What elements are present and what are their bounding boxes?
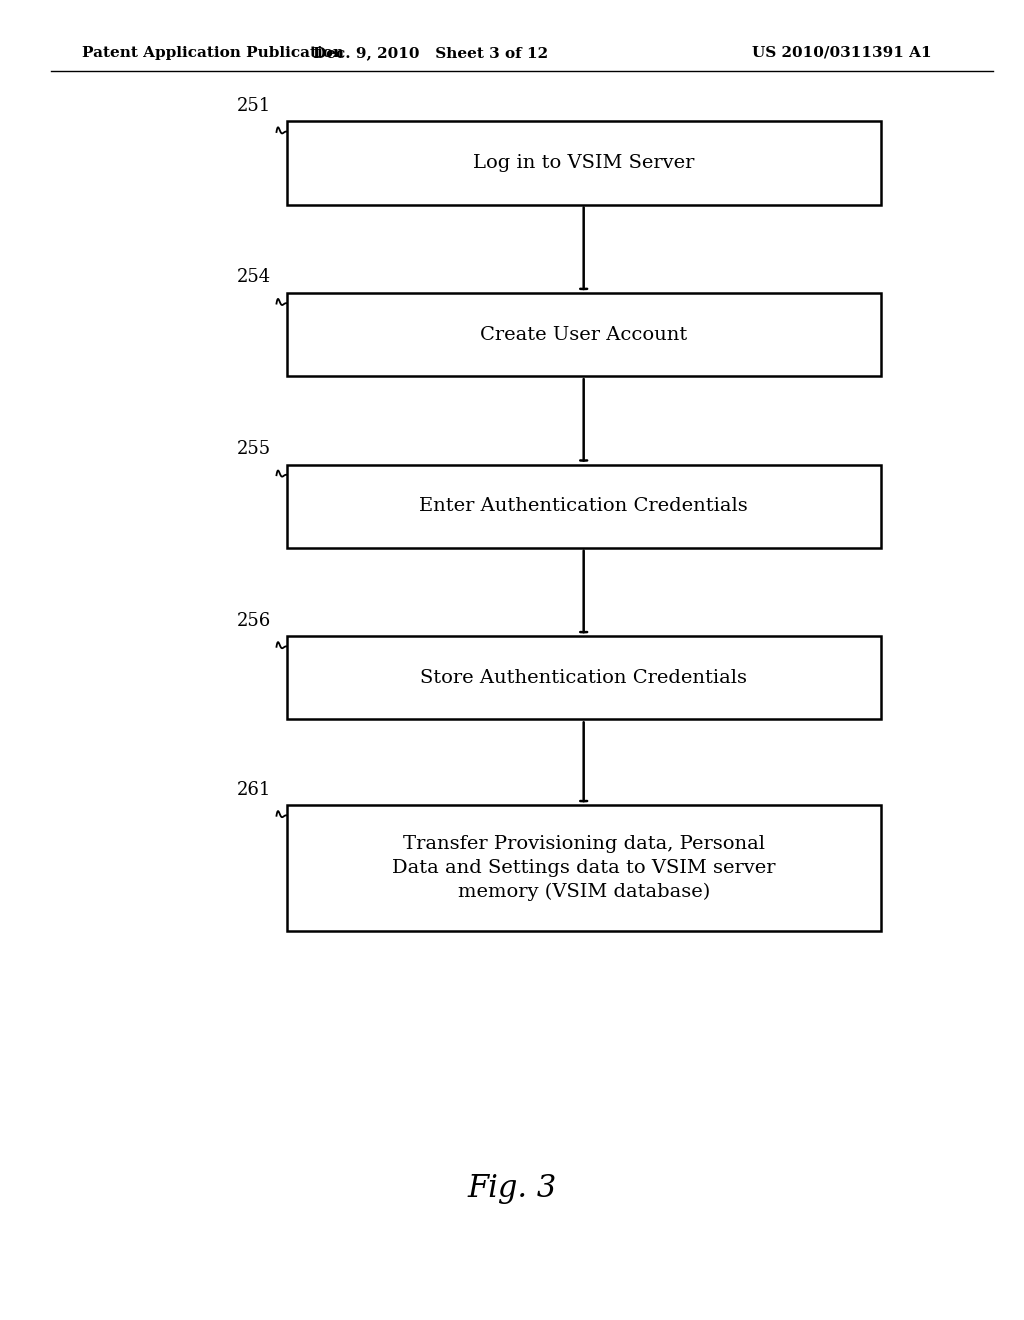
Text: Store Authentication Credentials: Store Authentication Credentials bbox=[420, 669, 748, 686]
FancyBboxPatch shape bbox=[287, 465, 881, 548]
FancyBboxPatch shape bbox=[287, 293, 881, 376]
Text: Transfer Provisioning data, Personal
Data and Settings data to VSIM server
memor: Transfer Provisioning data, Personal Dat… bbox=[392, 836, 775, 900]
Text: Patent Application Publication: Patent Application Publication bbox=[82, 46, 344, 59]
FancyBboxPatch shape bbox=[287, 805, 881, 931]
FancyBboxPatch shape bbox=[287, 636, 881, 719]
Text: 256: 256 bbox=[238, 611, 271, 630]
Text: Log in to VSIM Server: Log in to VSIM Server bbox=[473, 154, 694, 172]
FancyBboxPatch shape bbox=[287, 121, 881, 205]
Text: 254: 254 bbox=[238, 268, 271, 286]
Text: US 2010/0311391 A1: US 2010/0311391 A1 bbox=[753, 46, 932, 59]
Text: 251: 251 bbox=[238, 96, 271, 115]
Text: 261: 261 bbox=[237, 780, 271, 799]
Text: Fig. 3: Fig. 3 bbox=[467, 1172, 557, 1204]
Text: 255: 255 bbox=[238, 440, 271, 458]
Text: Dec. 9, 2010   Sheet 3 of 12: Dec. 9, 2010 Sheet 3 of 12 bbox=[312, 46, 548, 59]
Text: Create User Account: Create User Account bbox=[480, 326, 687, 343]
Text: Enter Authentication Credentials: Enter Authentication Credentials bbox=[419, 498, 749, 515]
